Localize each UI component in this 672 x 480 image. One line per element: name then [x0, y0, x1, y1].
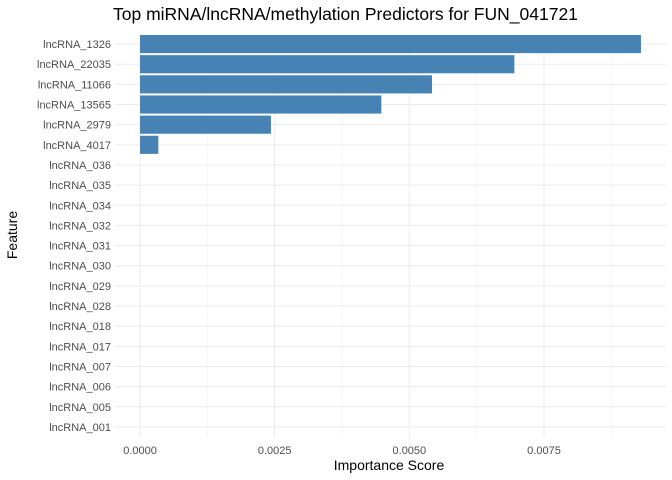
bar — [140, 55, 515, 74]
x-tick-label: 0.0075 — [527, 445, 561, 457]
x-tick-label: 0.0025 — [258, 445, 292, 457]
y-tick-label: lncRNA_035 — [49, 180, 111, 192]
y-tick-label: lncRNA_007 — [49, 361, 111, 373]
y-axis-title: Feature — [4, 211, 20, 259]
y-tick-label: lncRNA_11066 — [38, 79, 111, 91]
y-tick-label: lncRNA_029 — [49, 281, 111, 293]
grid-lines — [115, 34, 666, 437]
bar — [140, 75, 432, 94]
bars — [140, 35, 641, 154]
y-tick-label: lncRNA_1326 — [43, 39, 111, 51]
y-tick-label: lncRNA_018 — [49, 321, 111, 333]
y-tick-label: lncRNA_036 — [49, 160, 111, 172]
y-tick-label: lncRNA_2979 — [43, 120, 111, 132]
x-tick-label: 0.0050 — [393, 445, 427, 457]
bar — [140, 95, 382, 114]
y-tick-label: lncRNA_13565 — [37, 100, 111, 112]
y-tick-label: lncRNA_017 — [49, 341, 111, 353]
y-tick-label: lncRNA_030 — [49, 261, 111, 273]
y-tick-labels: lncRNA_1326 lncRNA_22035 lncRNA_11066 lncRN… — [37, 39, 111, 434]
y-tick-label: lncRNA_034 — [49, 200, 111, 212]
y-tick-label: lncRNA_4017 — [43, 140, 111, 152]
x-axis-title: Importance Score — [334, 457, 445, 473]
y-tick-label: lncRNA_031 — [49, 241, 111, 253]
bar — [140, 35, 641, 54]
y-tick-label: lncRNA_22035 — [37, 59, 111, 71]
y-tick-label: lncRNA_001 — [49, 422, 111, 434]
chart-title: Top miRNA/lncRNA/methylation Predictors … — [113, 4, 578, 25]
y-tick-label: lncRNA_005 — [49, 402, 111, 414]
x-tick-label: 0.0000 — [123, 445, 157, 457]
y-tick-label: lncRNA_006 — [49, 382, 111, 394]
bar — [140, 115, 271, 134]
y-tick-label: lncRNA_028 — [49, 301, 111, 313]
bar — [140, 135, 159, 154]
x-tick-labels: 0.0000 0.0025 0.0050 0.0075 — [123, 445, 561, 457]
y-tick-label: lncRNA_032 — [49, 220, 111, 232]
